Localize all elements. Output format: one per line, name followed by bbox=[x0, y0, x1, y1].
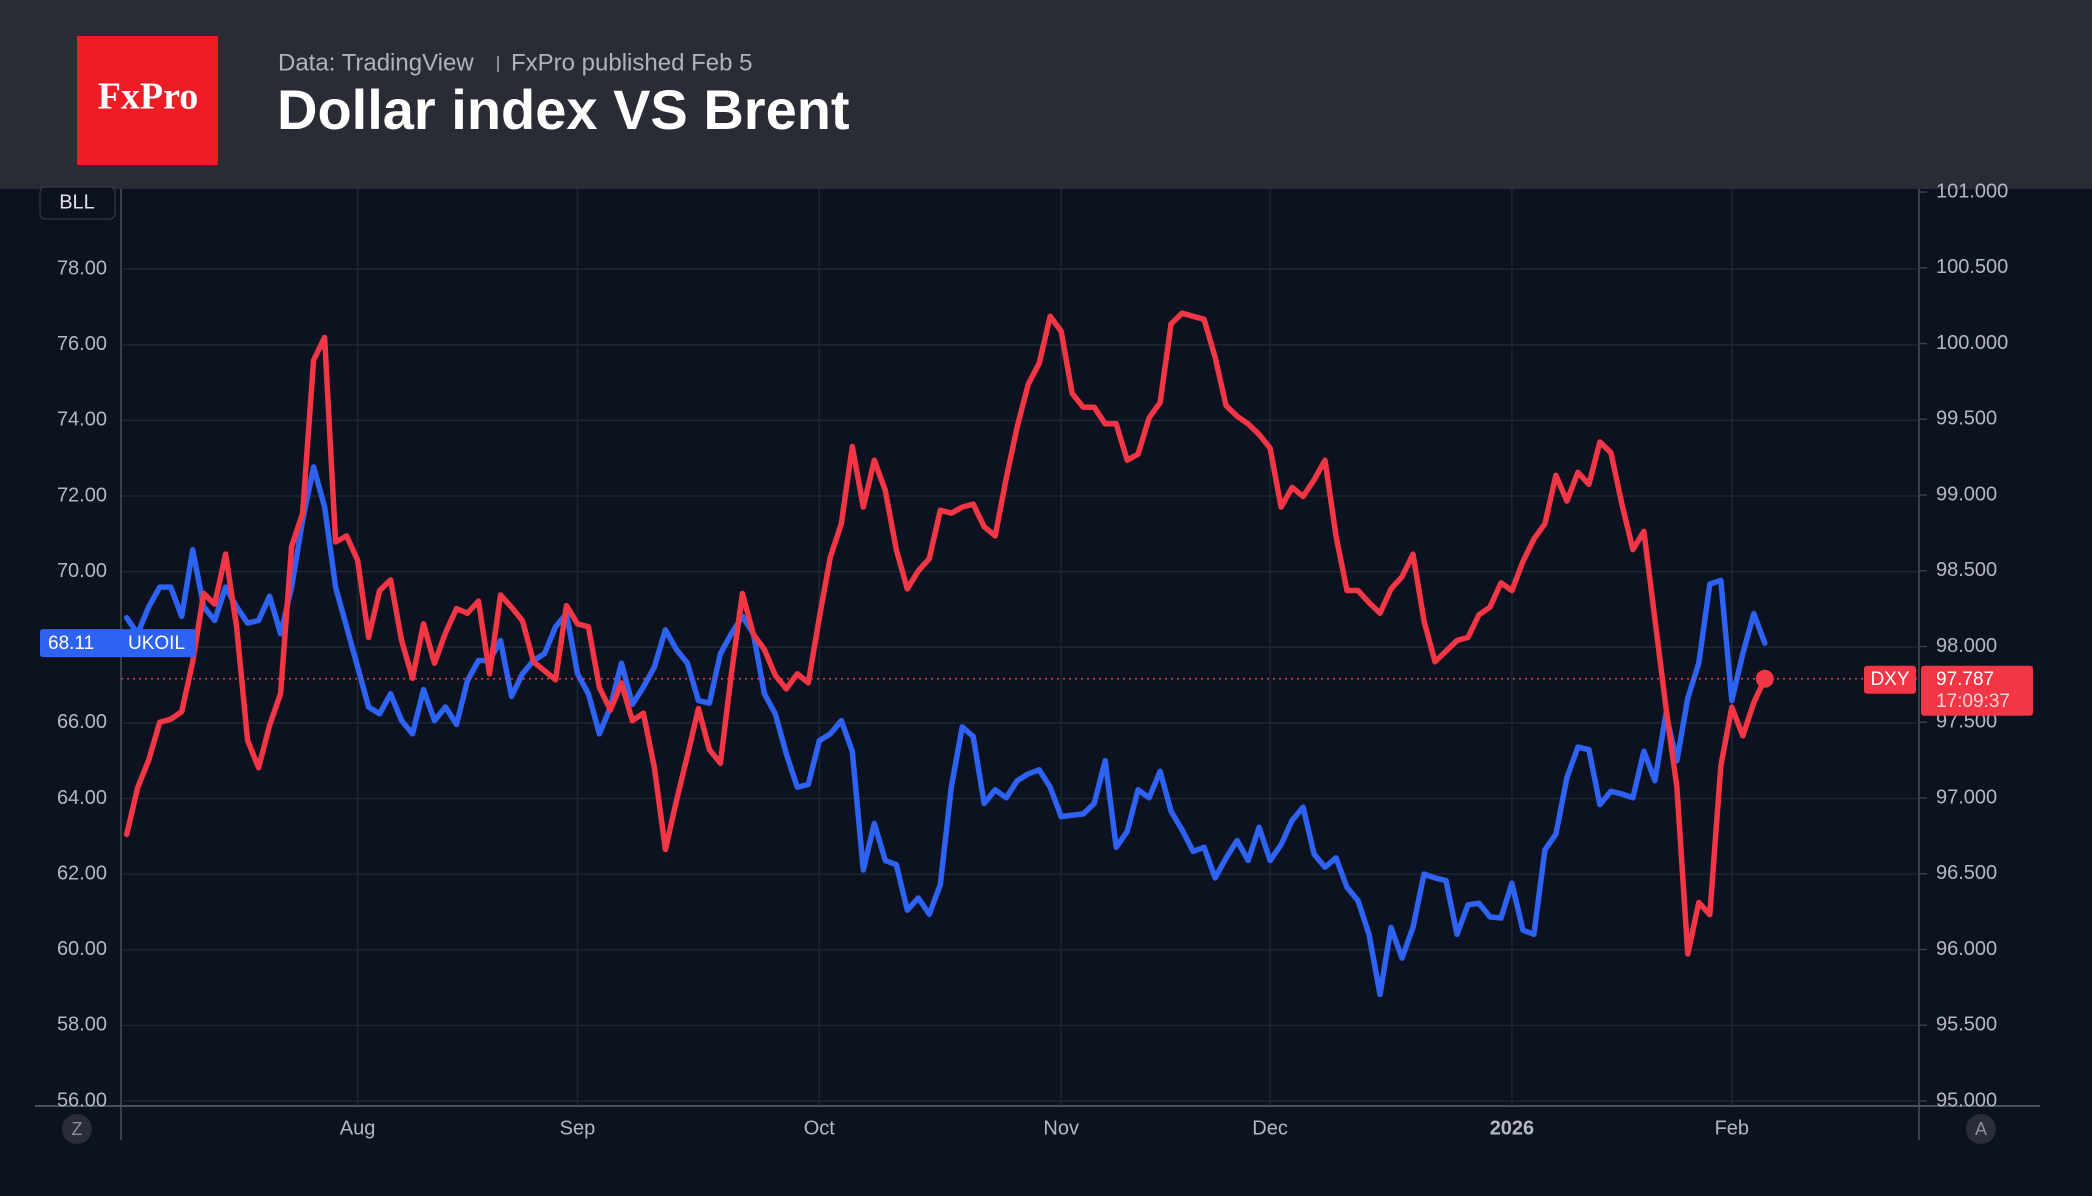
countdown: 17:09:37 bbox=[1936, 691, 2010, 712]
x-tick-label: 2026 bbox=[1490, 1117, 1535, 1139]
y2-tick-label: 96.000 bbox=[1936, 938, 1997, 960]
series-name: UKOIL bbox=[128, 633, 185, 654]
chart-title: Dollar index VS Brent bbox=[277, 78, 850, 141]
y2-tick-label: 98.500 bbox=[1936, 559, 1997, 581]
series-line bbox=[123, 310, 1768, 957]
y-tick-label: 62.00 bbox=[57, 862, 107, 884]
x-tick-label: Nov bbox=[1043, 1117, 1079, 1139]
y2-tick-label: 99.000 bbox=[1936, 483, 1997, 505]
y-tick-label: 56.00 bbox=[57, 1089, 107, 1111]
auto-button-label[interactable]: A bbox=[1975, 1119, 1987, 1139]
y-tick-label: 58.00 bbox=[57, 1014, 107, 1036]
header bbox=[0, 0, 2092, 189]
y2-tick-label: 101.000 bbox=[1936, 180, 2008, 202]
series-line bbox=[123, 464, 1768, 998]
y-tick-label: 66.00 bbox=[57, 711, 107, 733]
last-point bbox=[1755, 669, 1774, 688]
y2-tick-label: 98.000 bbox=[1936, 635, 1997, 657]
y2-tick-label: 95.000 bbox=[1936, 1089, 1997, 1111]
y2-tick-label: 99.500 bbox=[1936, 408, 1997, 430]
y-tick-label: 70.00 bbox=[57, 560, 107, 582]
y2-tick-label: 100.000 bbox=[1936, 332, 2008, 354]
y-tick-label: 72.00 bbox=[57, 484, 107, 506]
grid bbox=[121, 189, 1919, 1106]
y-tick-label: 64.00 bbox=[57, 787, 107, 809]
y-tick-label: 74.00 bbox=[57, 409, 107, 431]
value-badge bbox=[1921, 665, 2033, 716]
scale-button-label[interactable]: BLL bbox=[59, 191, 95, 213]
y2-tick-label: 100.500 bbox=[1936, 256, 2008, 278]
last-value: 97.787 bbox=[1936, 669, 1994, 690]
x-tick-label: Aug bbox=[340, 1117, 376, 1139]
series-name-badge bbox=[1864, 665, 1916, 694]
last-value: 68.11 bbox=[48, 633, 94, 654]
y2-tick-label: 95.500 bbox=[1936, 1014, 1997, 1036]
logo: FxPro bbox=[98, 76, 199, 118]
zoom-button-label[interactable]: Z bbox=[72, 1119, 83, 1139]
x-tick-label: Feb bbox=[1715, 1117, 1749, 1139]
y-tick-label: 60.00 bbox=[57, 938, 107, 960]
y2-tick-label: 97.500 bbox=[1936, 711, 1997, 733]
y-tick-label: 76.00 bbox=[57, 333, 107, 355]
scale-button[interactable] bbox=[39, 186, 116, 220]
zoom-button[interactable] bbox=[62, 1114, 92, 1144]
value-badge bbox=[40, 629, 196, 658]
series-name: DXY bbox=[1870, 669, 1909, 690]
y2-tick-label: 97.000 bbox=[1936, 786, 1997, 808]
x-tick-label: Sep bbox=[560, 1117, 596, 1139]
logo-box bbox=[77, 36, 218, 165]
y-tick-label: 78.00 bbox=[57, 257, 107, 279]
x-tick-label: Oct bbox=[804, 1117, 836, 1139]
x-tick-label: Dec bbox=[1252, 1117, 1288, 1139]
publisher: FxPro published Feb 5 bbox=[511, 49, 752, 76]
y2-tick-label: 96.500 bbox=[1936, 862, 1997, 884]
source: Data: TradingView bbox=[278, 49, 474, 76]
auto-button[interactable] bbox=[1966, 1114, 1996, 1144]
